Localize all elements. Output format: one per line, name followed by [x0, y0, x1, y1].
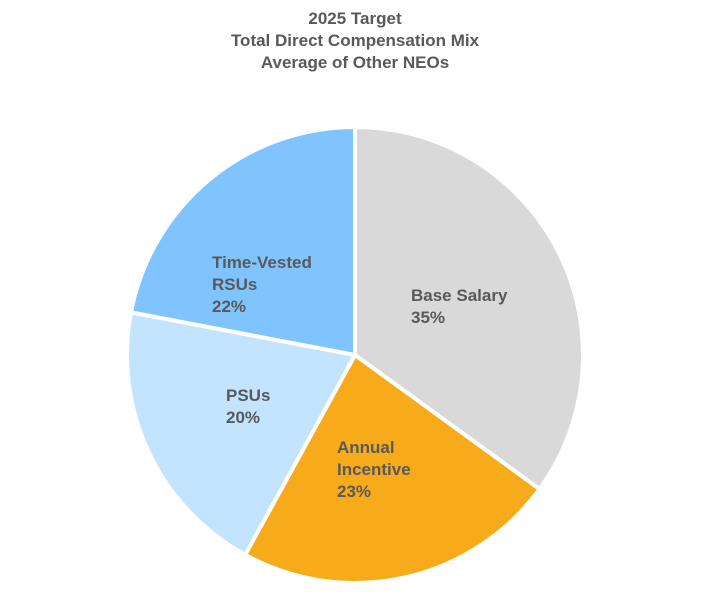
slice-name-label: Base Salary	[411, 286, 508, 305]
slice-label-time-vested-rsus: Time-Vested RSUs 22%	[212, 253, 312, 316]
pie-slice-time-vested-rsus	[129, 125, 357, 357]
pie-slice-annual-incentive	[243, 353, 542, 585]
pie-slice-psus	[125, 310, 357, 557]
slice-label-annual-incentive: Annual Incentive 23%	[337, 438, 411, 501]
pie-labels: Base Salary 35% Annual Incentive 23% PSUs 20% T…	[212, 253, 508, 501]
pie-slice-base-salary	[353, 125, 585, 492]
slice-value-label: 35%	[411, 308, 445, 327]
chart-title: 2025 Target Total Direct Compensation Mi…	[0, 8, 710, 74]
slice-value-label: 23%	[337, 482, 371, 501]
slice-name-label: Annual	[337, 438, 395, 457]
slice-name-label: PSUs	[226, 386, 270, 405]
slice-label-base-salary: Base Salary 35%	[411, 286, 508, 327]
chart-title-line-3: Average of Other NEOs	[260, 53, 450, 72]
pie-slices	[125, 125, 585, 585]
slice-name-label: Incentive	[337, 460, 411, 479]
slice-name-label: RSUs	[212, 275, 257, 294]
slice-label-psus: PSUs 20%	[226, 386, 270, 427]
slice-value-label: 20%	[226, 408, 260, 427]
slice-value-label: 22%	[212, 297, 246, 316]
chart-title-line-1: 2025 Target	[308, 9, 402, 28]
slice-name-label: Time-Vested	[212, 253, 312, 272]
chart-title-line-2: Total Direct Compensation Mix	[230, 31, 480, 50]
